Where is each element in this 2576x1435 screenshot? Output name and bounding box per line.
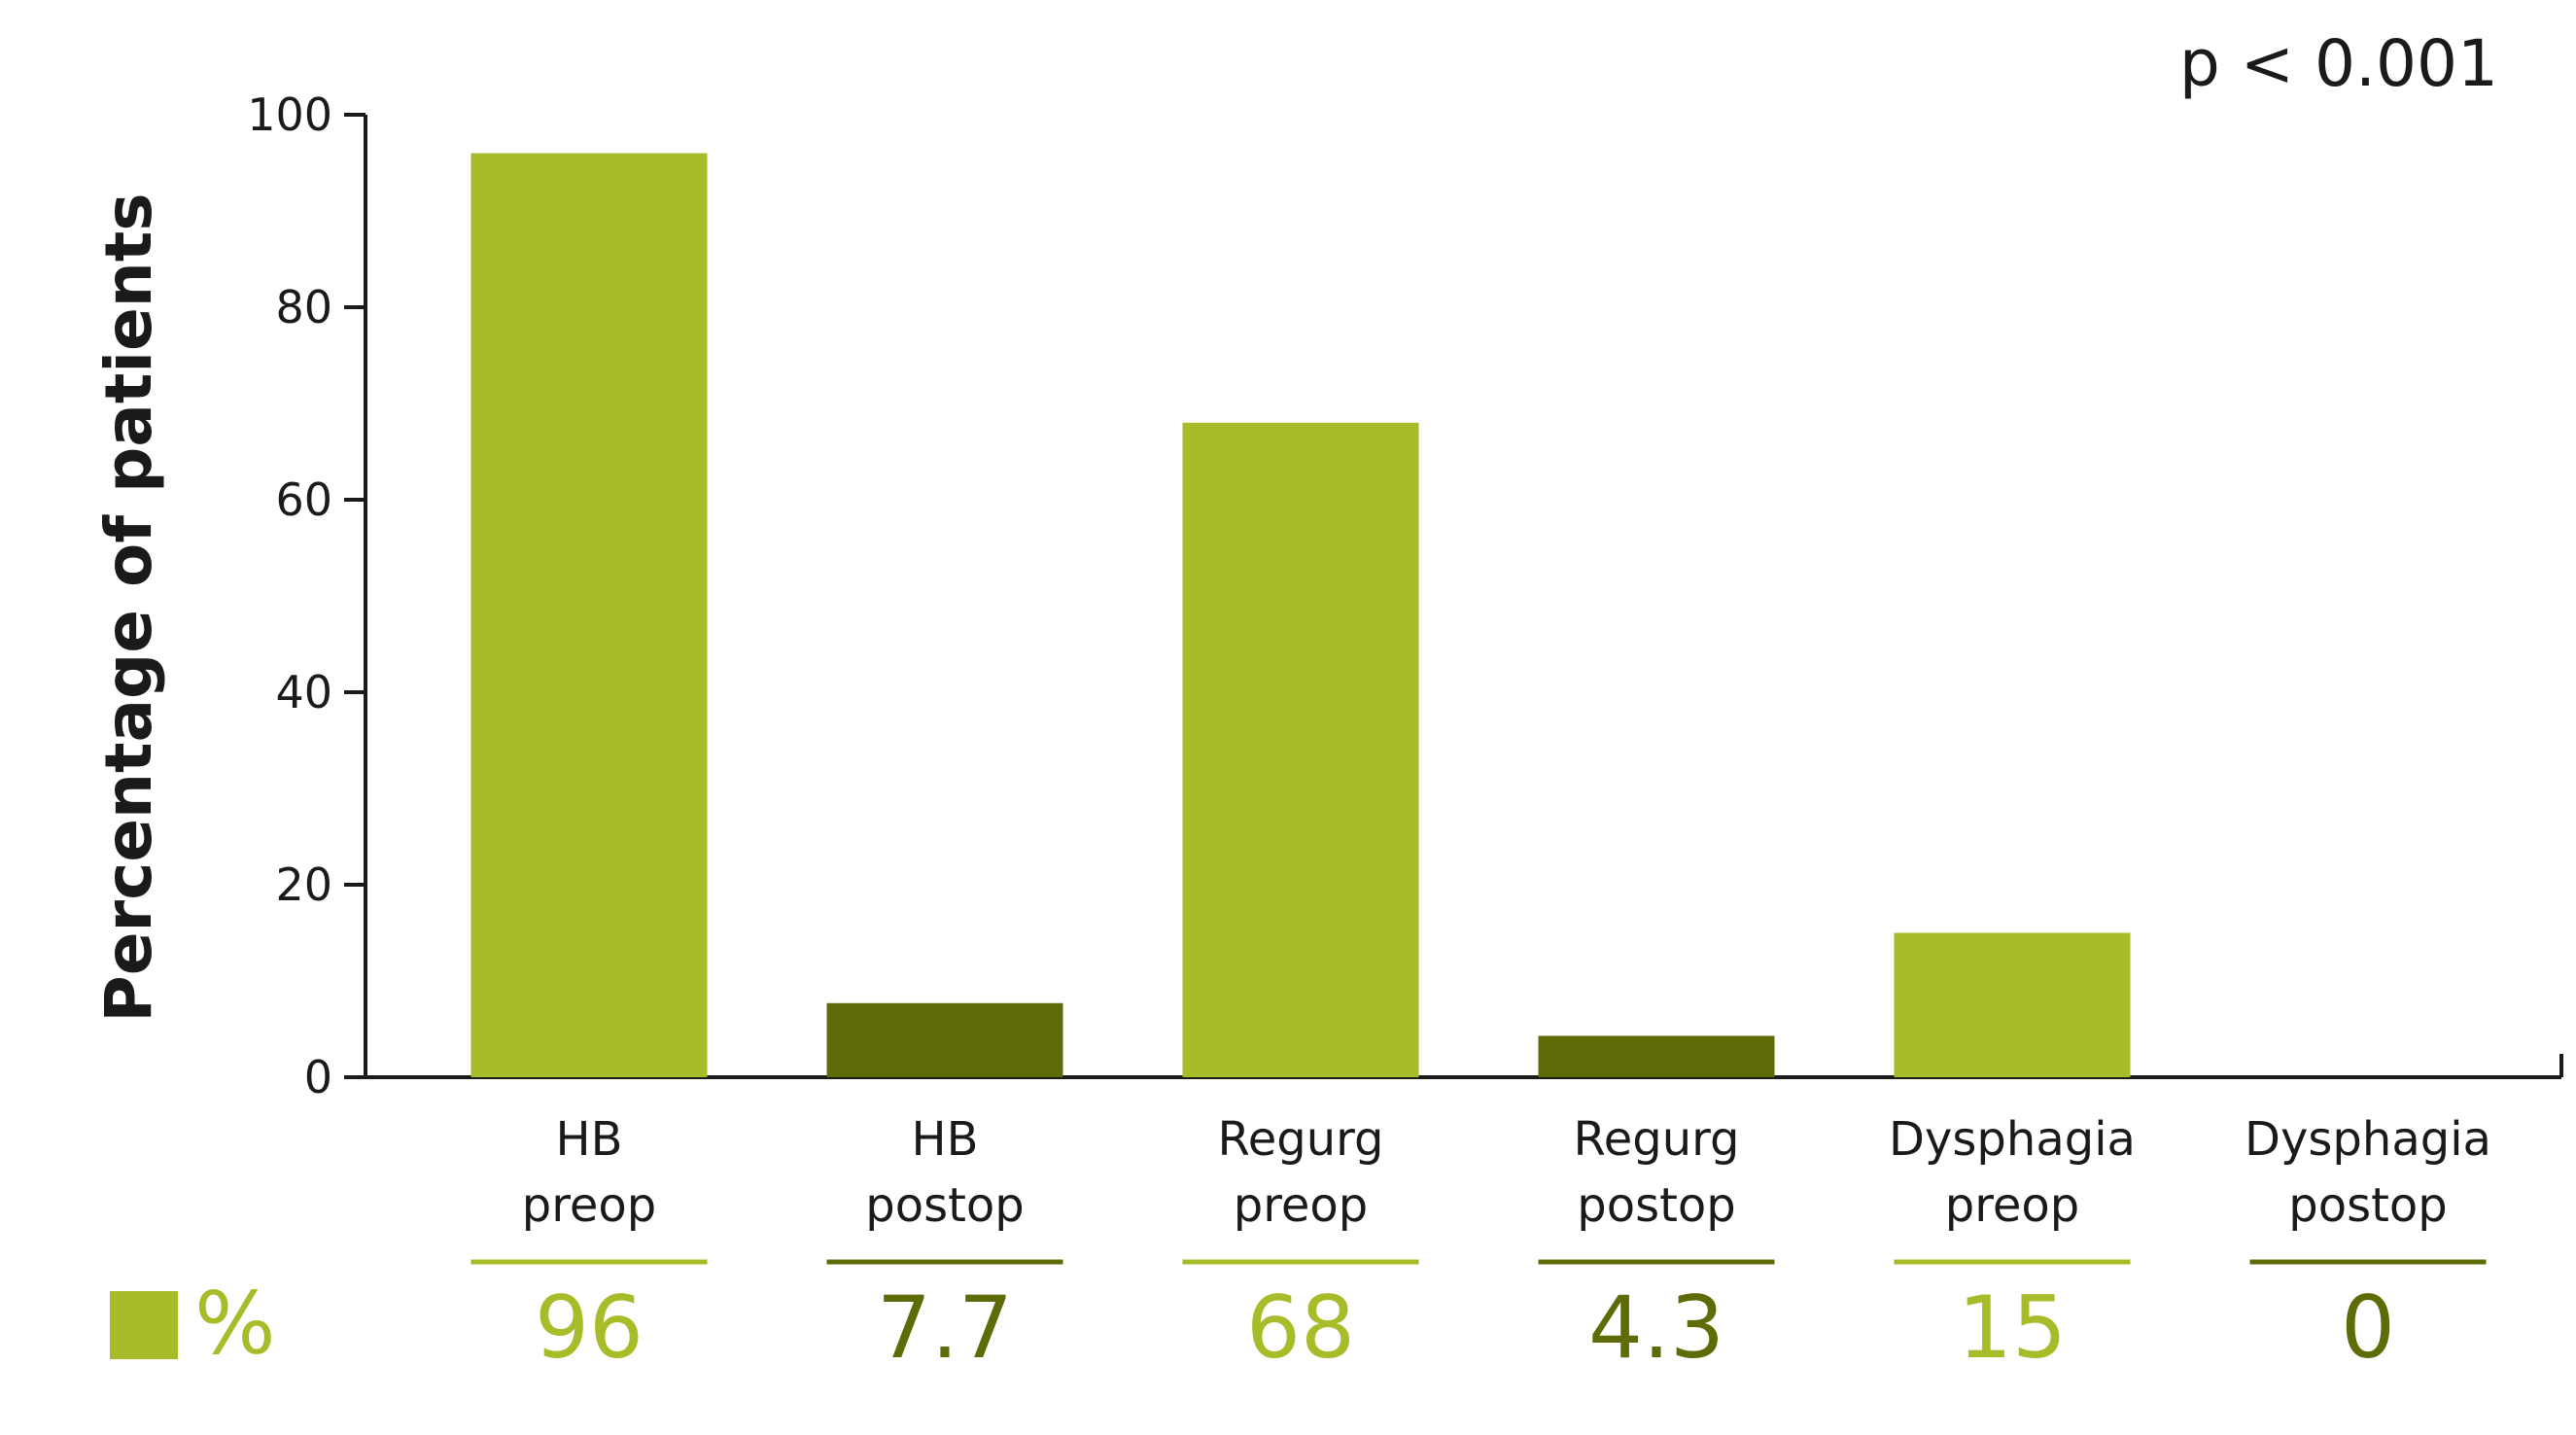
y-tick-label: 20 xyxy=(275,858,332,911)
p-value-annotation: p < 0.001 xyxy=(2179,26,2498,101)
legend-symbol: % xyxy=(194,1274,276,1374)
y-tick-label: 100 xyxy=(247,88,332,141)
data-label: 0 xyxy=(2341,1278,2395,1378)
y-tick-label: 60 xyxy=(275,473,332,526)
y-axis-label: Percentage of patients xyxy=(91,192,166,1022)
data-label: 96 xyxy=(535,1278,644,1378)
category-label: Regurg xyxy=(1218,1112,1384,1167)
data-label: 15 xyxy=(1958,1278,2067,1378)
category-label: Dysphagia xyxy=(1889,1112,2136,1167)
data-label: 7.7 xyxy=(877,1278,1013,1378)
bar xyxy=(1894,932,2131,1077)
bar xyxy=(1538,1035,1775,1077)
category-label: HB xyxy=(555,1112,622,1167)
category-label: HB xyxy=(911,1112,978,1167)
category-labels: HB preop HB postop Regurg preop Regurg postop Dy… xyxy=(522,1112,2491,1233)
category-label: postop xyxy=(865,1178,1025,1233)
y-tick-label: 40 xyxy=(275,666,332,718)
category-label: preop xyxy=(522,1178,657,1233)
bar xyxy=(1182,422,1419,1077)
axes: 0 20 40 60 80 100 xyxy=(247,88,2563,1103)
data-label: 68 xyxy=(1246,1278,1355,1378)
bar xyxy=(470,153,708,1078)
category-label: Regurg xyxy=(1574,1112,1740,1167)
bar xyxy=(826,1002,1063,1077)
y-tick-label: 0 xyxy=(304,1051,332,1103)
category-label: preop xyxy=(1945,1178,2080,1233)
bars xyxy=(470,153,2131,1078)
legend-swatch xyxy=(110,1291,178,1359)
y-tick-label: 80 xyxy=(275,281,332,333)
data-label: 4.3 xyxy=(1588,1278,1724,1378)
category-label: Dysphagia xyxy=(2245,1112,2491,1167)
category-label: postop xyxy=(2288,1178,2448,1233)
category-label: postop xyxy=(1577,1178,1736,1233)
value-table: % 96 7.7 68 4.3 15 0 xyxy=(110,1259,2487,1378)
category-label: preop xyxy=(1234,1178,1369,1233)
